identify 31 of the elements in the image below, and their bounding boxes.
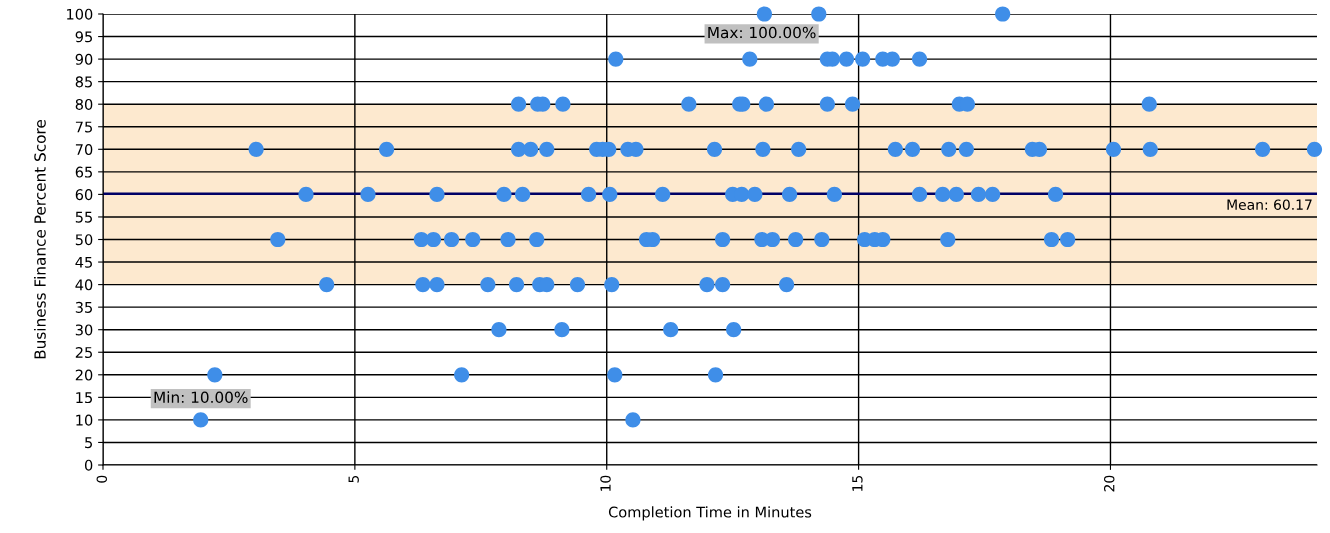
y-tick-label: 30 [75, 324, 93, 336]
annotation: Max: 100.00% [708, 26, 816, 39]
ref-line-label: Mean: 60.17 [1227, 199, 1312, 210]
y-tick-label: 75 [75, 121, 92, 133]
x-tick-label: 15 [852, 475, 863, 491]
y-tick-label: 65 [75, 166, 92, 178]
y-tick-label: 0 [84, 459, 93, 471]
y-tick-label: 5 [85, 437, 92, 449]
y-tick-label: 90 [75, 53, 93, 65]
x-tick-label: 20 [1103, 475, 1115, 492]
y-tick-label: 60 [75, 189, 93, 201]
y-tick-label: 50 [75, 234, 93, 246]
y-tick-label: 100 [67, 8, 93, 20]
y-tick-label: 55 [75, 211, 92, 223]
x-tick-label: 10 [600, 475, 611, 491]
x-tick-label: 0 [96, 475, 108, 483]
y-tick-label: 70 [75, 144, 93, 156]
y-axis-title: Business Finance Percent Score [33, 119, 46, 359]
y-tick-label: 20 [75, 369, 93, 381]
x-axis-title: Completion Time in Minutes [608, 506, 812, 521]
y-tick-label: 10 [76, 414, 93, 426]
y-tick-label: 35 [75, 301, 92, 313]
y-tick-label: 45 [75, 256, 92, 268]
y-tick-label: 15 [76, 392, 92, 404]
x-tick-label: 5 [348, 475, 359, 483]
annotation: Min: 10.00% [154, 391, 248, 404]
y-tick-label: 80 [75, 98, 93, 110]
y-tick-label: 40 [75, 279, 93, 291]
y-tick-label: 85 [75, 76, 92, 88]
y-tick-label: 25 [75, 346, 92, 358]
y-tick-label: 95 [75, 31, 92, 43]
